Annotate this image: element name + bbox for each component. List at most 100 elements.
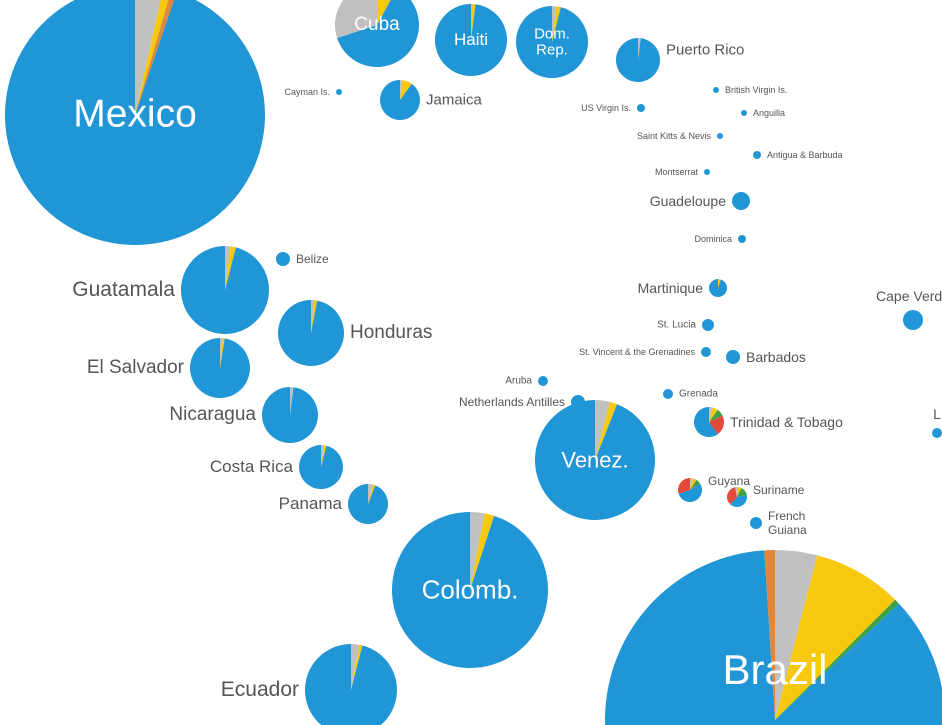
country-label: Guatamala	[72, 278, 175, 302]
country-node-suriname	[727, 487, 747, 507]
pie-chart	[392, 512, 548, 668]
pie-chart	[694, 407, 724, 437]
country-label: Cape Verde	[876, 288, 942, 304]
country-node-ecuador	[305, 644, 397, 725]
pie-chart	[741, 110, 747, 116]
country-label: Puerto Rico	[666, 42, 744, 59]
pie-chart	[750, 517, 762, 529]
pie-chart	[726, 350, 740, 364]
country-node-stlucia	[702, 319, 714, 331]
pie-chart	[380, 80, 420, 120]
pie-chart	[516, 6, 588, 78]
country-node-frenchguiana	[750, 517, 762, 529]
country-node-elsalvador	[190, 338, 250, 398]
country-node-cuba: Cuba	[335, 0, 419, 67]
country-node-martinique	[709, 279, 727, 297]
country-node-edge-l	[932, 428, 942, 438]
pie-chart	[190, 338, 250, 398]
country-label: Costa Rica	[210, 457, 293, 477]
country-label: Dominica	[694, 234, 732, 244]
country-label: Antigua & Barbuda	[767, 150, 843, 160]
country-node-cayman	[336, 89, 342, 95]
country-node-puertorico	[616, 38, 660, 82]
country-node-haiti: Haiti	[435, 4, 507, 76]
country-label: Nicaragua	[169, 404, 256, 426]
pie-chart	[704, 169, 710, 175]
pie-chart	[717, 133, 723, 139]
pie-chart	[753, 151, 761, 159]
country-label: El Salvador	[87, 357, 184, 379]
country-label: L	[933, 406, 941, 422]
country-node-costarica	[299, 445, 343, 489]
country-label: Cayman Is.	[284, 87, 330, 97]
pie-chart	[538, 376, 548, 386]
country-label: St. Vincent & the Grenadines	[579, 347, 695, 357]
country-label: Panama	[279, 494, 342, 514]
country-label: Saint Kitts & Nevis	[637, 131, 711, 141]
country-label: Suriname	[753, 483, 804, 497]
pie-chart	[262, 387, 318, 443]
country-node-aruba	[538, 376, 548, 386]
country-label: Martinique	[638, 280, 703, 296]
country-node-anguilla	[741, 110, 747, 116]
country-node-guatemala	[181, 246, 269, 334]
country-label: Barbados	[746, 349, 806, 365]
country-node-montserrat	[704, 169, 710, 175]
country-node-belize	[276, 252, 290, 266]
country-node-nicaragua	[262, 387, 318, 443]
country-node-antigua	[753, 151, 761, 159]
pie-chart	[738, 235, 746, 243]
country-node-dominica	[738, 235, 746, 243]
country-node-bvi	[713, 87, 719, 93]
pie-chart	[535, 400, 655, 520]
pie-chart	[435, 4, 507, 76]
country-node-venez: Venez.	[535, 400, 655, 520]
pie-chart	[727, 487, 747, 507]
pie-chart	[701, 347, 711, 357]
country-label: St. Lucia	[657, 320, 696, 331]
country-label: Aruba	[505, 376, 532, 387]
country-node-grenada	[663, 389, 673, 399]
country-label: British Virgin Is.	[725, 85, 787, 95]
country-label: Anguilla	[753, 108, 785, 118]
country-node-trinidad	[694, 407, 724, 437]
country-label: Montserrat	[655, 167, 698, 177]
country-label: US Virgin Is.	[581, 103, 631, 113]
country-node-mexico: Mexico	[5, 0, 265, 245]
pie-chart	[299, 445, 343, 489]
pie-chart	[348, 484, 388, 524]
country-label: Guyana	[708, 474, 750, 488]
country-node-panama	[348, 484, 388, 524]
country-node-usvi	[637, 104, 645, 112]
pie-chart	[616, 38, 660, 82]
country-node-jamaica	[380, 80, 420, 120]
pie-chart	[732, 192, 750, 210]
pie-chart	[5, 0, 265, 245]
country-node-domrep: Dom. Rep.	[516, 6, 588, 78]
pie-chart	[663, 389, 673, 399]
pie-cartogram: Mexico CubaHaitiDom. Rep. Puerto Rico Cayma…	[0, 0, 942, 725]
country-node-brazil: Brazil	[605, 550, 942, 725]
pie-chart	[278, 300, 344, 366]
country-label: Belize	[296, 252, 329, 266]
country-node-colomb: Colomb.	[392, 512, 548, 668]
country-label: Grenada	[679, 389, 718, 400]
country-label: Honduras	[350, 322, 432, 344]
country-node-stkitts	[717, 133, 723, 139]
country-node-barbados	[726, 350, 740, 364]
pie-chart	[335, 0, 419, 67]
country-label: French Guiana	[768, 509, 807, 537]
pie-chart	[713, 87, 719, 93]
country-label: Guadeloupe	[650, 193, 726, 209]
pie-chart	[181, 246, 269, 334]
pie-chart	[678, 478, 702, 502]
country-node-stvincent	[701, 347, 711, 357]
pie-chart	[305, 644, 397, 725]
country-label: Ecuador	[221, 678, 299, 702]
pie-chart	[276, 252, 290, 266]
pie-chart	[637, 104, 645, 112]
pie-chart	[605, 550, 942, 725]
country-node-honduras	[278, 300, 344, 366]
pie-chart	[932, 428, 942, 438]
country-node-guadeloupe	[732, 192, 750, 210]
